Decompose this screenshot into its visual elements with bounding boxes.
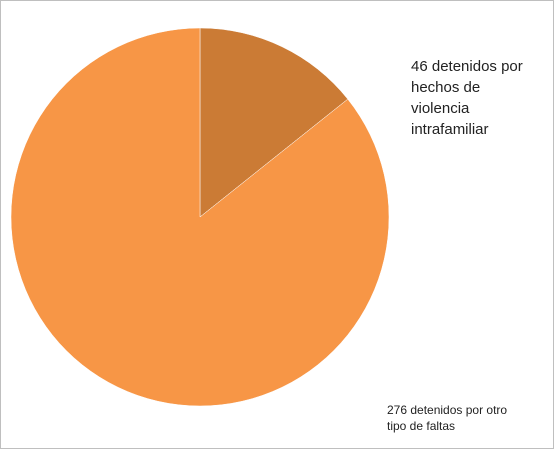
data-label-otro-tipo-de-faltas: 276 detenidos por otro tipo de faltas: [387, 403, 508, 433]
pie-slice-0: [199, 27, 349, 218]
data-label-violencia-intrafamiliar: 46 detenidos por hechos de violencia int…: [411, 58, 523, 138]
pie-slice-1: [10, 27, 390, 407]
